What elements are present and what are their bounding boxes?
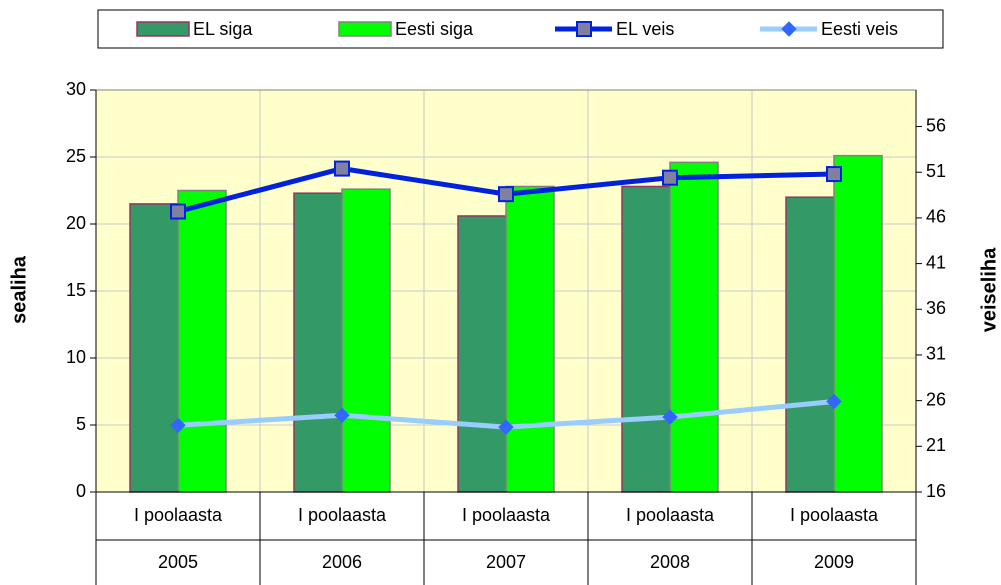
- bar: [341, 188, 391, 493]
- y-tick-label: 20: [66, 213, 86, 233]
- bar: [293, 192, 343, 493]
- x-tick-label: I poolaasta: [298, 505, 387, 525]
- marker: [662, 169, 678, 186]
- x-tick-label: 2005: [158, 552, 198, 572]
- bar: [833, 154, 883, 493]
- marker: [334, 407, 350, 423]
- marker: [498, 419, 514, 435]
- bar: [785, 196, 835, 493]
- y-tick-label: 0: [76, 481, 86, 501]
- marker: [170, 417, 186, 434]
- y2-axis-label: veiseliha: [978, 247, 1000, 332]
- y-tick-label: 30: [66, 79, 86, 99]
- marker: [334, 160, 350, 177]
- y-axis-label: sealiha: [8, 255, 30, 324]
- marker: [170, 203, 186, 220]
- y2-tick-label: 56: [926, 115, 946, 135]
- x-tick-label: I poolaasta: [790, 505, 879, 525]
- legend-swatch: [136, 21, 190, 37]
- marker: [826, 166, 842, 183]
- y2-tick-label: 51: [926, 161, 946, 181]
- y2-tick-label: 36: [926, 298, 946, 318]
- y2-tick-label: 41: [926, 252, 946, 272]
- x-tick-label: 2007: [486, 552, 526, 572]
- x-tick-label: 2009: [814, 552, 854, 572]
- marker: [576, 21, 592, 37]
- marker: [826, 393, 842, 410]
- x-tick-label: I poolaasta: [626, 505, 715, 525]
- legend-label: EL veis: [616, 19, 674, 39]
- y-tick-label: 25: [66, 146, 86, 166]
- bar: [129, 203, 179, 493]
- bar: [177, 189, 227, 493]
- legend-label: Eesti siga: [395, 19, 474, 39]
- legend-label: Eesti veis: [821, 19, 898, 39]
- y2-tick-label: 26: [926, 389, 946, 409]
- marker: [498, 186, 514, 203]
- y-tick-label: 10: [66, 347, 86, 367]
- x-tick-label: 2006: [322, 552, 362, 572]
- y-tick-label: 15: [66, 280, 86, 300]
- y-tick-label: 5: [76, 414, 86, 434]
- x-tick-label: 2008: [650, 552, 690, 572]
- bar: [669, 161, 719, 493]
- bar: [621, 185, 671, 493]
- legend-swatch: [338, 21, 392, 37]
- x-tick-label: I poolaasta: [134, 505, 223, 525]
- y2-tick-label: 21: [926, 435, 946, 455]
- x-tick-label: I poolaasta: [462, 505, 551, 525]
- marker: [781, 21, 797, 37]
- bar: [505, 185, 555, 493]
- y2-tick-label: 46: [926, 207, 946, 227]
- bar: [457, 215, 507, 493]
- y2-tick-label: 31: [926, 344, 946, 364]
- marker: [662, 409, 678, 425]
- y2-tick-label: 16: [926, 481, 946, 501]
- legend-label: EL siga: [193, 19, 253, 39]
